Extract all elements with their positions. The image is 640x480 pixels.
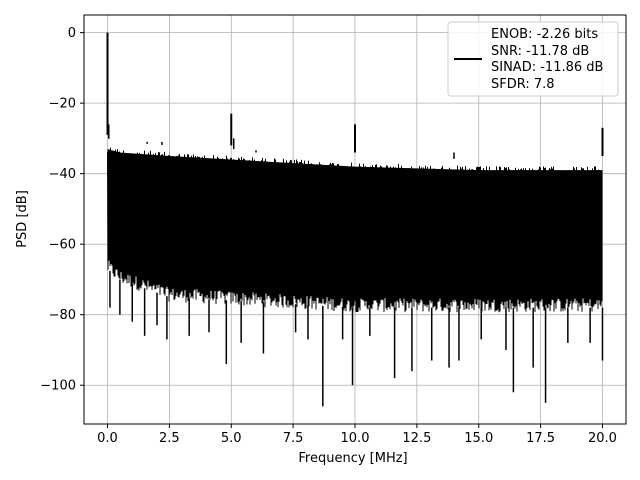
y-tick-label: −80 [49,308,76,323]
plot-frame [83,14,627,425]
x-tick-label: 17.5 [526,431,555,446]
legend-entry-snr: SNR: -11.78 dB [491,44,589,59]
x-axis-label: Frequency [MHz] [298,451,407,466]
x-tick-label: 5.0 [221,431,242,446]
x-tick-label: 12.5 [402,431,431,446]
legend-entry-sinad: SINAD: -11.86 dB [491,60,603,75]
x-tick-label: 0.0 [97,431,118,446]
y-axis-label: PSD [dB] [15,190,30,248]
x-tick-label: 10.0 [341,431,370,446]
legend-entry-sfdr: SFDR: 7.8 [491,77,555,92]
psd-series [106,32,604,407]
x-tick-label: 20.0 [588,431,617,446]
y-tick-label: −60 [49,238,76,253]
y-tick-label: −100 [40,379,76,394]
legend: ENOB: -2.26 bits SNR: -11.78 dB SINAD: -… [447,21,619,97]
y-tick-label: −20 [49,97,76,112]
x-tick-label: 15.0 [464,431,493,446]
noise-band [107,148,603,298]
axis-ticks: 0.0 2.5 5.0 7.5 10.0 12.5 15.0 17.5 20.0 0 −20 −40 −… [40,26,617,446]
y-tick-label: 0 [68,26,76,41]
x-tick-label: 2.5 [159,431,180,446]
legend-box [447,21,619,97]
y-tick-label: −40 [49,167,76,182]
legend-entry-enob: ENOB: -2.26 bits [491,27,598,42]
x-tick-label: 7.5 [283,431,304,446]
